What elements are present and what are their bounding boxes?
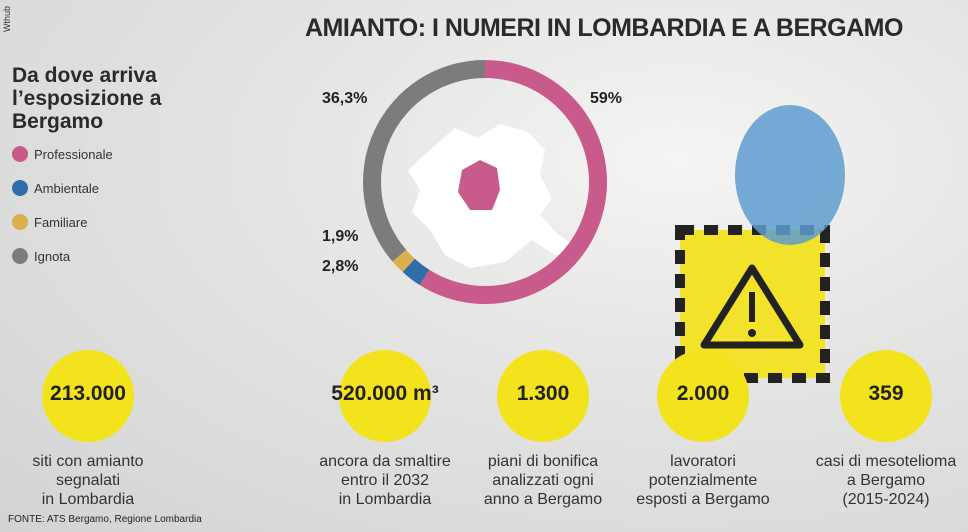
source: FONTE: ATS Bergamo, Regione Lombardia bbox=[8, 514, 202, 525]
stat-description: siti con amianto bbox=[32, 453, 144, 470]
legend-swatch bbox=[12, 214, 28, 230]
stat-circle bbox=[339, 350, 431, 442]
legend-label: Familiare bbox=[34, 214, 88, 230]
legend-swatch bbox=[12, 180, 28, 196]
warning-sign bbox=[675, 105, 845, 383]
stat-circle bbox=[657, 350, 749, 442]
legend-label: Ignota bbox=[34, 248, 71, 264]
title: AMIANTO: I NUMERI IN LOMBARDIA E A BERGA… bbox=[305, 14, 903, 42]
slice bbox=[362, 60, 485, 262]
stat-description: entro il 2032 bbox=[340, 472, 430, 489]
stat-desc: siti con amianto segnalati in Lombardia bbox=[0, 452, 188, 509]
legend-label: Ambientale bbox=[34, 180, 100, 196]
stat-description: piani di bonifica bbox=[487, 453, 599, 470]
slice bbox=[402, 258, 430, 286]
stat-desc: casi di mesotelioma a Bergamo (2015-2024) bbox=[786, 452, 968, 509]
slice bbox=[392, 249, 415, 272]
stat-description: (2015-2024) bbox=[842, 491, 930, 508]
stat-desc: lavoratori potenzialmente esposti a Bergam… bbox=[603, 452, 803, 509]
stat-description: a Bergamo bbox=[846, 472, 926, 489]
stat-description: potenzialmente bbox=[648, 472, 758, 489]
stat-description: ancora da smaltire bbox=[319, 453, 451, 470]
stat-description: lavoratori bbox=[670, 453, 736, 470]
stat-description: analizzati ogni bbox=[492, 472, 594, 489]
stat-desc: ancora da smaltire entro il 2032 in Lombar… bbox=[285, 452, 485, 509]
legend-title: Da dove arriva l’esposizione a Bergamo bbox=[12, 64, 162, 133]
stat-value: 1.300 bbox=[516, 382, 570, 405]
legend-swatch bbox=[12, 146, 28, 162]
stat-value: 359 bbox=[868, 382, 904, 405]
slice-label: 1,9% bbox=[322, 228, 359, 245]
slice-label: 59% bbox=[590, 90, 623, 107]
slice-label: 36,3% bbox=[322, 90, 368, 107]
stat-circle bbox=[840, 350, 932, 442]
lombardy-map bbox=[408, 124, 578, 268]
stat-circle bbox=[42, 350, 134, 442]
stat-circle bbox=[497, 350, 589, 442]
legend-item: Familiare bbox=[12, 214, 87, 230]
legend-item: Ambientale bbox=[12, 180, 99, 196]
slice bbox=[419, 60, 607, 304]
legend-item: Professionale bbox=[12, 146, 113, 162]
legend-swatch bbox=[12, 248, 28, 264]
credit: Wthub bbox=[2, 5, 13, 33]
stat-value: 2.000 bbox=[676, 382, 730, 405]
stat-value: 213.000 bbox=[50, 382, 126, 405]
legend-item: Ignota bbox=[12, 248, 70, 264]
donut bbox=[362, 60, 607, 304]
stat-value: 520.000 m³ bbox=[331, 382, 439, 405]
stat-description: segnalati bbox=[55, 472, 121, 489]
legend-label: Professionale bbox=[34, 146, 113, 162]
stat-description: esposti a Bergamo bbox=[636, 491, 770, 508]
stat-description: in Lombardia bbox=[338, 491, 432, 508]
slice-label: 2,8% bbox=[322, 258, 359, 275]
stat-description: anno a Bergamo bbox=[483, 491, 603, 508]
stat-description: in Lombardia bbox=[41, 491, 135, 508]
stat-desc: piani di bonifica analizzati ogni anno a B… bbox=[443, 452, 643, 509]
stat-description: casi di mesotelioma bbox=[815, 453, 957, 470]
